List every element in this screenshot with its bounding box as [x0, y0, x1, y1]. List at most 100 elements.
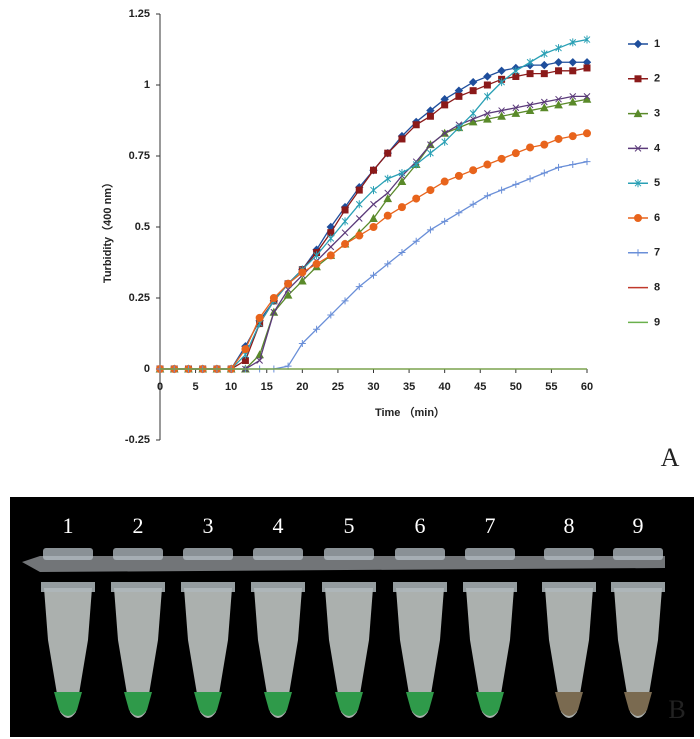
marker [384, 149, 392, 157]
tube-body [254, 588, 302, 718]
tube-liquid [555, 692, 583, 716]
marker [555, 67, 563, 75]
marker [469, 87, 477, 95]
tube-rim [41, 582, 95, 592]
tube-body [614, 588, 662, 718]
series [156, 93, 591, 373]
marker [497, 66, 506, 76]
marker [355, 283, 363, 291]
tube-label: 1 [63, 513, 74, 538]
marker [455, 123, 463, 132]
panel-label: B [668, 695, 685, 724]
marker [398, 169, 406, 178]
legend-marker [634, 145, 642, 152]
marker [483, 114, 492, 123]
tube-body [114, 588, 162, 718]
tube-body [466, 588, 514, 718]
marker [269, 294, 278, 302]
marker [341, 217, 349, 226]
tube-cap [324, 548, 374, 560]
marker [412, 237, 420, 245]
marker [412, 160, 420, 169]
marker [526, 143, 535, 152]
series-line [160, 98, 588, 370]
tube-label: 3 [203, 513, 214, 538]
marker [554, 134, 563, 143]
marker [384, 260, 392, 268]
tube-cap [613, 548, 663, 560]
marker [298, 339, 306, 347]
tube-body [545, 588, 593, 718]
marker [284, 286, 292, 293]
marker [369, 223, 378, 231]
marker [554, 58, 563, 67]
tube-cap [43, 548, 93, 560]
marker [455, 92, 463, 100]
tube-cap [544, 548, 594, 560]
marker [398, 135, 406, 143]
marker [313, 251, 320, 260]
marker [512, 66, 520, 75]
marker [469, 115, 477, 123]
marker [297, 276, 307, 285]
x-tick-label: 30 [367, 381, 379, 393]
marker [355, 200, 363, 209]
marker [455, 209, 463, 217]
panel-label: A [661, 443, 680, 472]
tube-rim [181, 582, 235, 592]
x-tick-label: 35 [403, 381, 415, 393]
marker [327, 311, 335, 319]
marker [555, 44, 562, 53]
legend-label: 4 [654, 142, 661, 154]
marker [497, 111, 506, 120]
marker [569, 38, 577, 47]
x-axis-title: Time （min） [375, 406, 445, 419]
marker [312, 259, 321, 268]
marker [569, 93, 577, 100]
marker [441, 217, 449, 225]
marker [440, 177, 449, 186]
legend-marker [634, 214, 642, 222]
marker [255, 313, 264, 322]
tube-cap [113, 548, 163, 560]
marker [256, 357, 263, 364]
tube-body [44, 588, 92, 718]
marker [454, 171, 463, 180]
x-tick-label: 0 [157, 381, 163, 393]
marker [526, 70, 534, 78]
marker [355, 231, 364, 240]
tube-rim [542, 582, 596, 592]
tube-label: 8 [564, 513, 575, 538]
tube-label: 4 [273, 513, 284, 538]
legend-label: 5 [654, 177, 660, 189]
legend-marker [633, 109, 643, 118]
tube-liquid [264, 692, 292, 716]
tube-body [325, 588, 373, 718]
marker [284, 279, 293, 288]
tube-liquid [335, 692, 363, 716]
marker [327, 234, 335, 243]
x-tick-label: 40 [439, 381, 451, 393]
marker [341, 229, 349, 237]
tube-liquid [476, 692, 504, 716]
x-tick-label: 15 [261, 381, 273, 393]
marker [540, 60, 549, 70]
marker [483, 81, 491, 89]
tube-rim [111, 582, 165, 592]
tube-cap [183, 548, 233, 560]
tube-body [184, 588, 232, 718]
marker [540, 49, 548, 58]
tube-rim [393, 582, 447, 592]
marker [568, 97, 578, 106]
marker [583, 158, 591, 166]
marker [355, 215, 363, 222]
y-axis-title: Turbidity（400 nm） [101, 177, 114, 283]
marker [583, 129, 591, 138]
marker [526, 175, 534, 183]
tube-label: 6 [415, 513, 426, 538]
marker [427, 149, 434, 158]
legend-marker [634, 249, 642, 257]
marker [540, 70, 548, 78]
marker [426, 226, 434, 234]
y-tick-label: 0.5 [135, 221, 150, 233]
